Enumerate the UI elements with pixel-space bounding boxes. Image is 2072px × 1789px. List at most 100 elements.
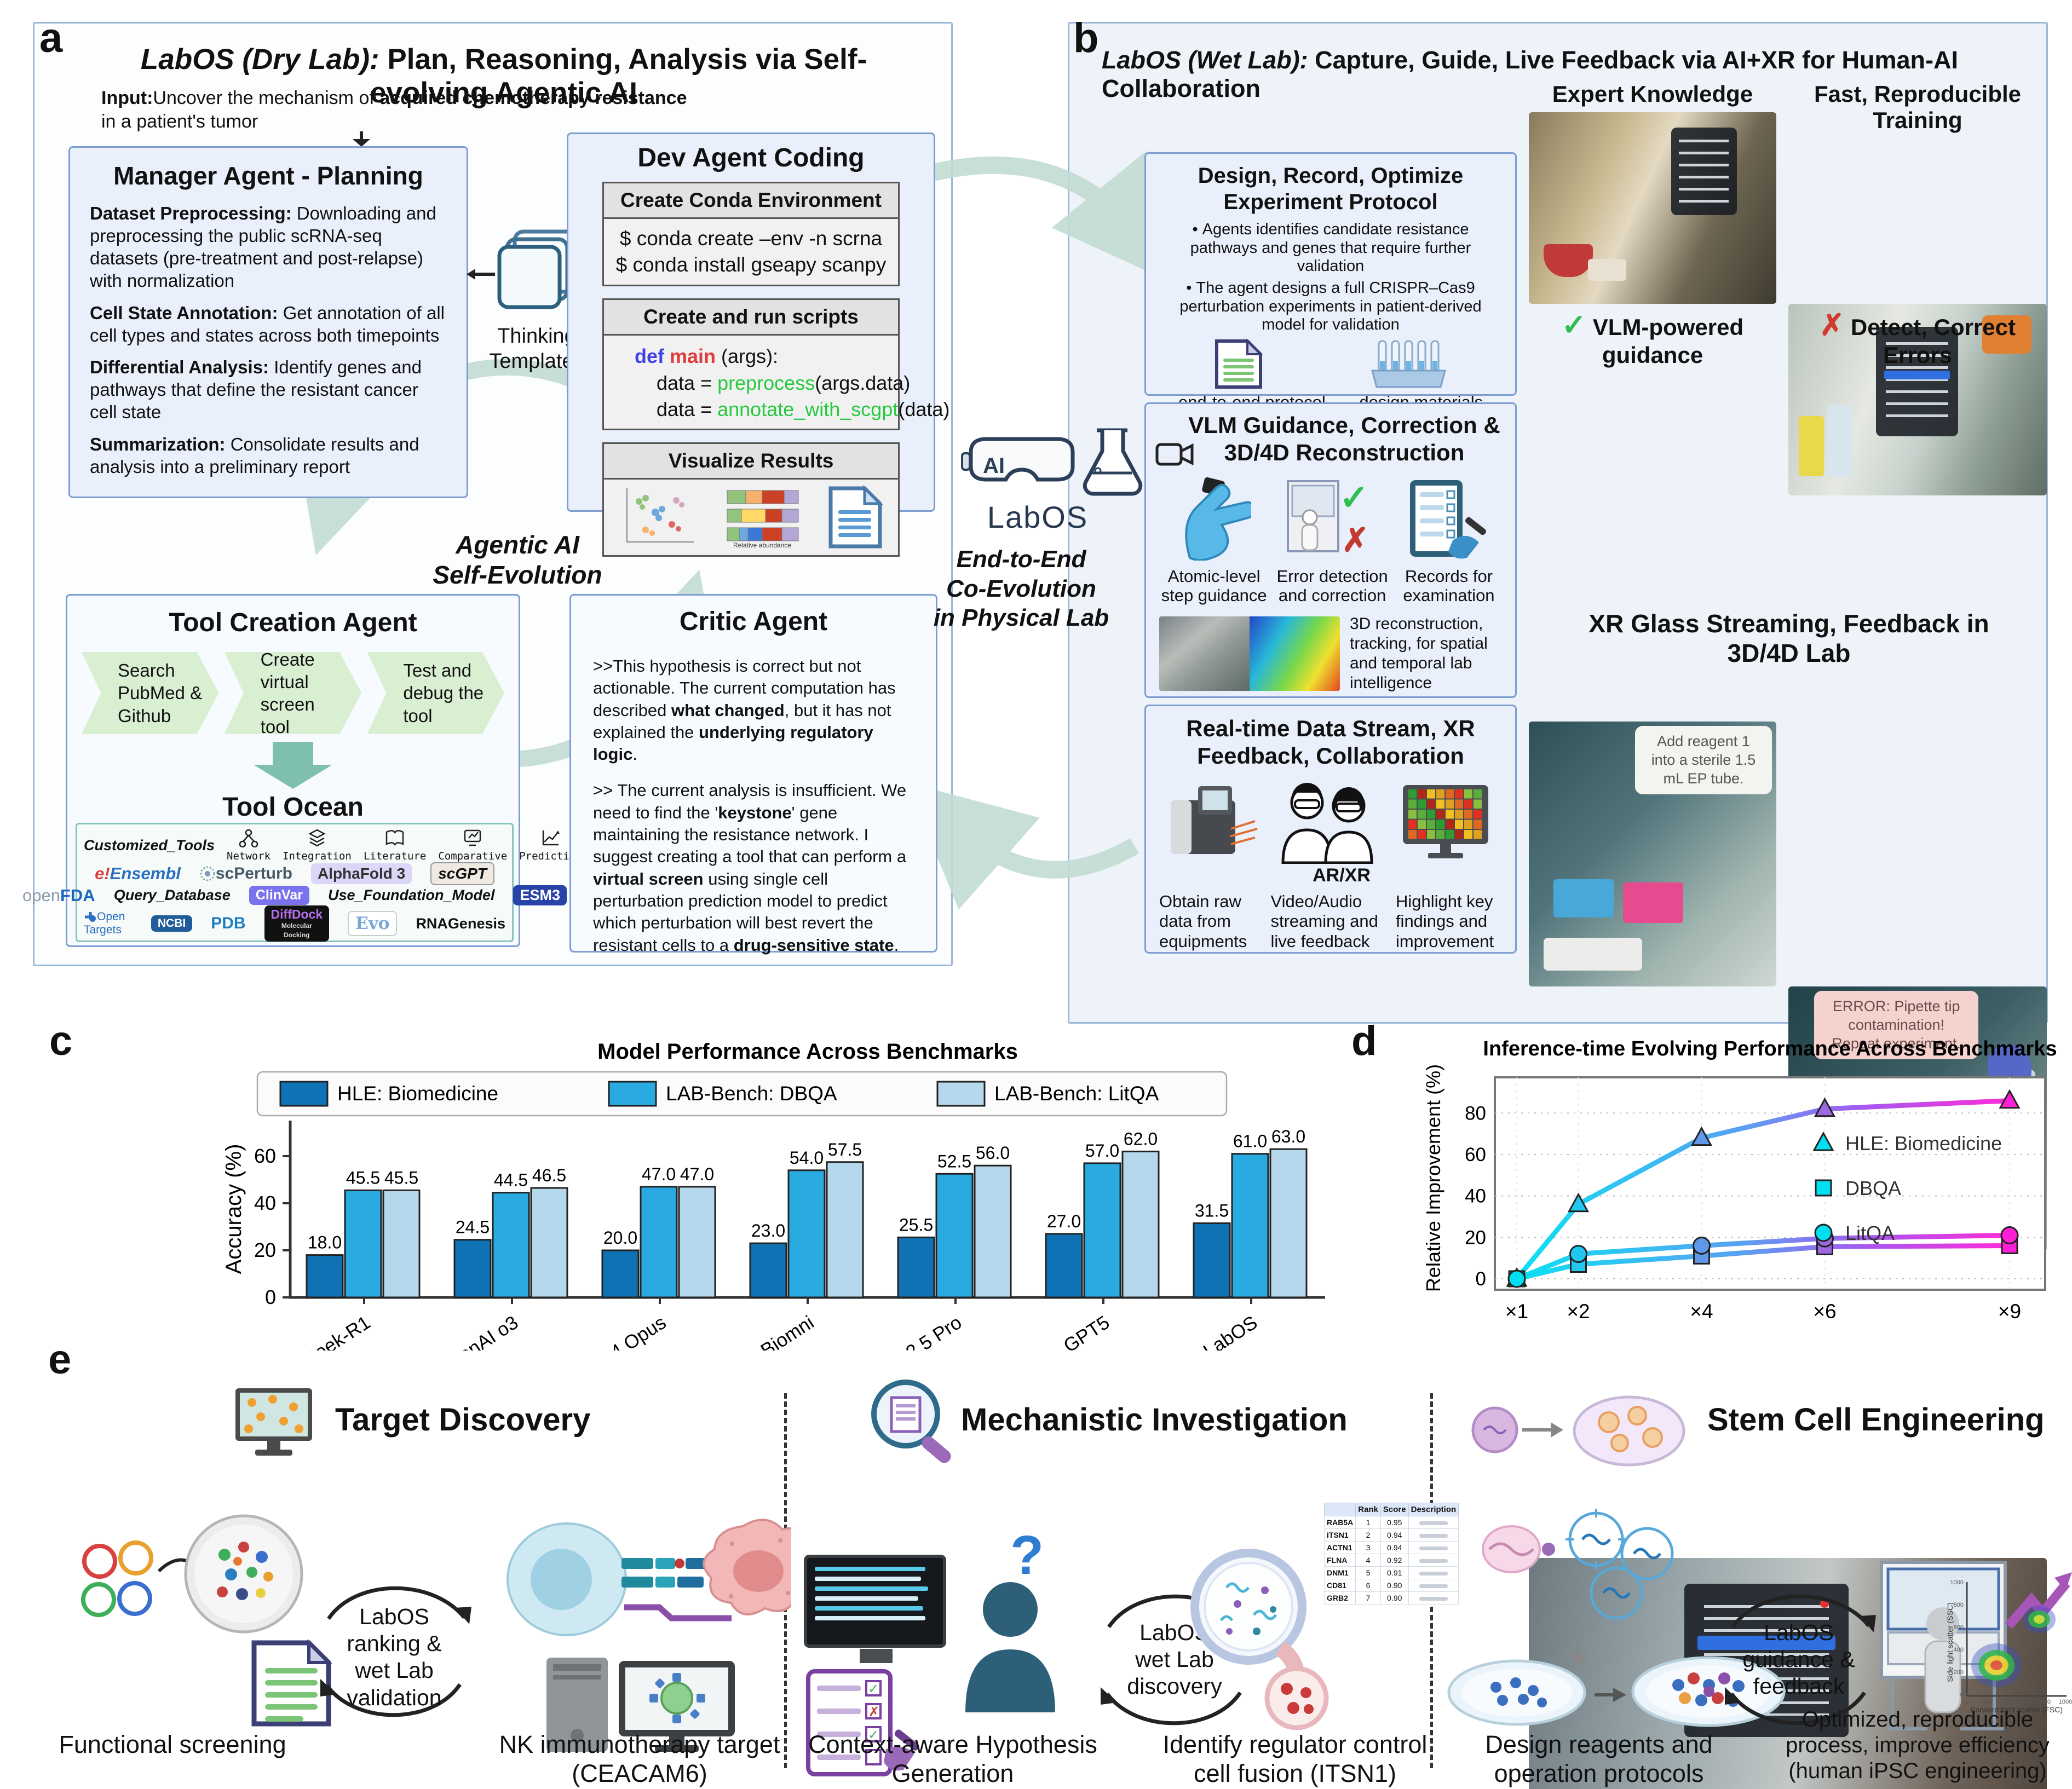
- table-gene-header: [1323, 1503, 1356, 1516]
- svg-text:0: 0: [1965, 1699, 1969, 1705]
- comparative-tool-icon: Comparative: [438, 829, 507, 862]
- svg-text:25.5: 25.5: [899, 1215, 933, 1234]
- conda-header: Create Conda Environment: [604, 183, 898, 219]
- bar-chart-svg: Model Performance Across Benchmarks HLE: …: [222, 1040, 1325, 1399]
- nk-target-caption: NK immunotherapy target (CEACAM6): [499, 1730, 780, 1788]
- dish-flow-arrow: [1595, 1688, 1626, 1702]
- diffdock-logo: DiffDock Molecular Docking: [264, 905, 330, 942]
- training-caption: Fast, Reproducible Training: [1814, 81, 2022, 133]
- tool-creation-title: Tool Creation Agent: [169, 608, 417, 637]
- dev-agent-title: Dev Agent Coding: [637, 143, 865, 172]
- conda-code: $ conda create –env -n scrna $ conda ins…: [615, 227, 887, 276]
- vlm-box: VLM Guidance, Correction & 3D/4D Reconst…: [1144, 402, 1517, 698]
- tool-ocean-title: Tool Ocean: [222, 793, 364, 822]
- svg-text:45.5: 45.5: [384, 1168, 418, 1187]
- svg-text:DBQA: DBQA: [1845, 1177, 1901, 1199]
- xr-box-title: Real-time Data Stream, XR Feedback, Coll…: [1186, 715, 1475, 769]
- vlm-guidance-caption: ✓ VLM-powered guidance: [1561, 309, 1744, 368]
- target-discovery-title: Target Discovery: [335, 1402, 591, 1438]
- magnifier-doc-icon: [871, 1380, 951, 1463]
- svg-text:1000: 1000: [2059, 1699, 2072, 1705]
- reconstruction-caption: 3D reconstruction, tracking, for spatial…: [1350, 615, 1488, 692]
- ncbi-logo: NCBI: [151, 915, 193, 932]
- conda-block: Create Conda Environment $ conda create …: [602, 182, 900, 287]
- xr-streaming-caption: XR Glass Streaming, Feedback in 3D/4D La…: [1588, 609, 1989, 667]
- records-icon: [1410, 480, 1487, 559]
- reconstruction-row: 3D reconstruction, tracking, for spatial…: [1159, 614, 1502, 693]
- svg-text:20.0: 20.0: [603, 1228, 637, 1248]
- guidance-bubble: Add reagent 1 into a sterile 1.5 mL EP t…: [1635, 726, 1772, 795]
- rnagenesis-logo: RNAGenesis: [416, 915, 505, 932]
- labos-wordmark: LabOS: [987, 500, 1089, 534]
- svg-text:DeepSeek-R1: DeepSeek-R1: [262, 1312, 375, 1351]
- panel-a-label: a: [39, 15, 63, 61]
- labos-ranking-text: LabOS ranking & wet Lab validation: [347, 1604, 442, 1710]
- literature-tool-icon: Literature: [364, 829, 426, 862]
- manager-item-2: Cell State Annotation: Get annotation of…: [90, 302, 445, 345]
- critic-paragraph-2: >> The current analysis is insufficient.…: [593, 781, 907, 955]
- svg-text:?: ?: [1010, 1527, 1044, 1586]
- svg-text:LitQA: LitQA: [1845, 1222, 1895, 1244]
- panel-a-title: LabOS (Dry Lab): Plan, Reasoning, Analys…: [140, 43, 867, 109]
- table-score-header: Score: [1380, 1503, 1409, 1516]
- table-rank-header: Rank: [1355, 1503, 1381, 1516]
- svg-text:24.5: 24.5: [456, 1217, 490, 1237]
- table-row: GRB2 7 0.90: [1323, 1591, 1459, 1605]
- manager-agent-box: Manager Agent - Planning Dataset Preproc…: [68, 146, 468, 498]
- integration-tool-icon: Integration: [283, 829, 352, 862]
- svg-text:×4: ×4: [1690, 1300, 1713, 1323]
- svg-text:Relative abundance: Relative abundance: [733, 541, 791, 549]
- table-row: CD81 6 0.90: [1323, 1579, 1459, 1592]
- monitor-stand: [860, 1649, 893, 1663]
- error-bubble: ERROR: Pipette tip contamination! Repeat…: [1814, 991, 1979, 1060]
- scgpt-logo: scGPT: [430, 862, 494, 885]
- svg-text:600: 600: [1954, 1624, 1964, 1631]
- coevolution-label: End-to-End Co-Evolution in Physical Lab: [933, 546, 1109, 632]
- svg-text:27.0: 27.0: [1047, 1211, 1081, 1231]
- svg-text:✗: ✗: [868, 1705, 879, 1719]
- svg-text:✓: ✓: [1339, 478, 1369, 517]
- protocol-doc-icon: [1215, 338, 1263, 389]
- line-chart: Inference-time Evolving Performance Acro…: [1385, 1034, 2064, 1354]
- svg-text:47.0: 47.0: [680, 1164, 714, 1184]
- opentargets-logo: Open Targets: [84, 910, 125, 937]
- cell-fusion-icon: [1190, 1549, 1329, 1730]
- nk-cell-cancer-icon: [507, 1519, 791, 1636]
- svg-text:61.0: 61.0: [1233, 1132, 1267, 1151]
- atomic-guidance-caption: Atomic-level step guidance: [1161, 566, 1267, 605]
- itsn1-caption: Identify regulator control cell fusion (…: [1162, 1730, 1428, 1788]
- labos-discovery-text: LabOS wet Lab discovery: [1127, 1620, 1222, 1699]
- svg-text:40: 40: [1465, 1186, 1486, 1207]
- protocol-box-title: Design, Record, Optimize Experiment Prot…: [1198, 164, 1464, 214]
- alphafold-logo: AlphaFold 3: [310, 863, 412, 884]
- svg-text:OpenAI o3: OpenAI o3: [434, 1312, 522, 1351]
- self-evolution-label: Agentic AI Self-Evolution: [433, 530, 602, 590]
- heatmap-monitor-icon: [1403, 784, 1489, 858]
- protocol-bullet-2: • The agent designs a full CRISPR–Cas9 p…: [1179, 279, 1482, 334]
- ranking-table: Rank Score Description RAB5A 1 0.95 ITSN1 2 0…: [1323, 1503, 1459, 1605]
- protocol-box: Design, Record, Optimize Experiment Prot…: [1144, 152, 1517, 412]
- svg-text:46.5: 46.5: [532, 1165, 566, 1185]
- svg-text:800: 800: [1954, 1602, 1964, 1608]
- svg-text:Relative Improvement (%): Relative Improvement (%): [1422, 1064, 1444, 1292]
- dev-agent-box: Dev Agent Coding Create Conda Environmen…: [567, 132, 949, 557]
- ensembl-logo: e!Ensembl: [95, 864, 181, 883]
- hypothesis-caption: Context-aware Hypothesis Generation: [808, 1730, 1097, 1788]
- svg-text:1000: 1000: [1950, 1579, 1964, 1586]
- svg-text:44.5: 44.5: [494, 1170, 528, 1190]
- protocol-icons: [1161, 338, 1500, 389]
- protocol-bullet-1: • Agents identifies candidate resistance…: [1190, 221, 1471, 275]
- svg-text:57.5: 57.5: [828, 1140, 862, 1159]
- chevron-test: Test and debug the tool: [367, 652, 505, 734]
- svg-text:0: 0: [265, 1286, 276, 1308]
- streaming-caption: Video/Audio streaming and live feedback: [1270, 891, 1378, 951]
- raw-data-caption: Obtain raw data from equipments: [1159, 891, 1247, 951]
- svg-text:HLE: Biomedicine: HLE: Biomedicine: [1845, 1132, 2002, 1155]
- arxr-scientists-icon: [1281, 782, 1373, 864]
- svg-text:63.0: 63.0: [1271, 1127, 1305, 1146]
- panel-c-label: c: [49, 1018, 73, 1064]
- highlight-caption: Highlight key findings and improvement: [1395, 891, 1494, 951]
- svg-text:400: 400: [2001, 1699, 2011, 1705]
- svg-text:0: 0: [1960, 1692, 1964, 1698]
- screening-doc-icon: [251, 1640, 333, 1727]
